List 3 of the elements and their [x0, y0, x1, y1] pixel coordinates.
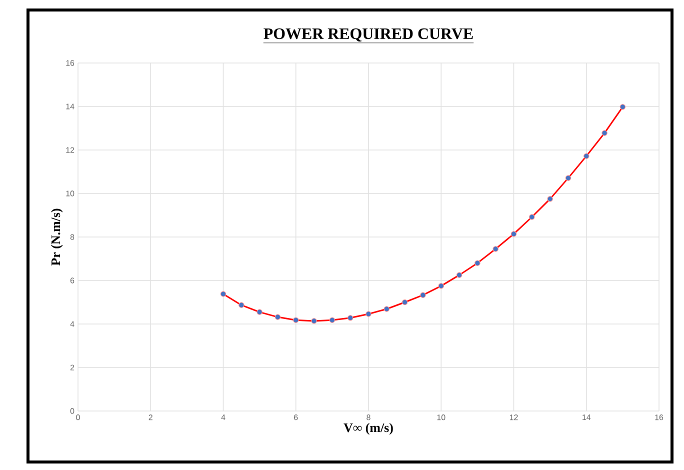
- chart-title: POWER REQUIRED CURVE: [264, 28, 473, 42]
- y-axis-title: Pr (N.m/s): [51, 208, 63, 266]
- x-axis-title: V∞ (m/s): [344, 423, 393, 435]
